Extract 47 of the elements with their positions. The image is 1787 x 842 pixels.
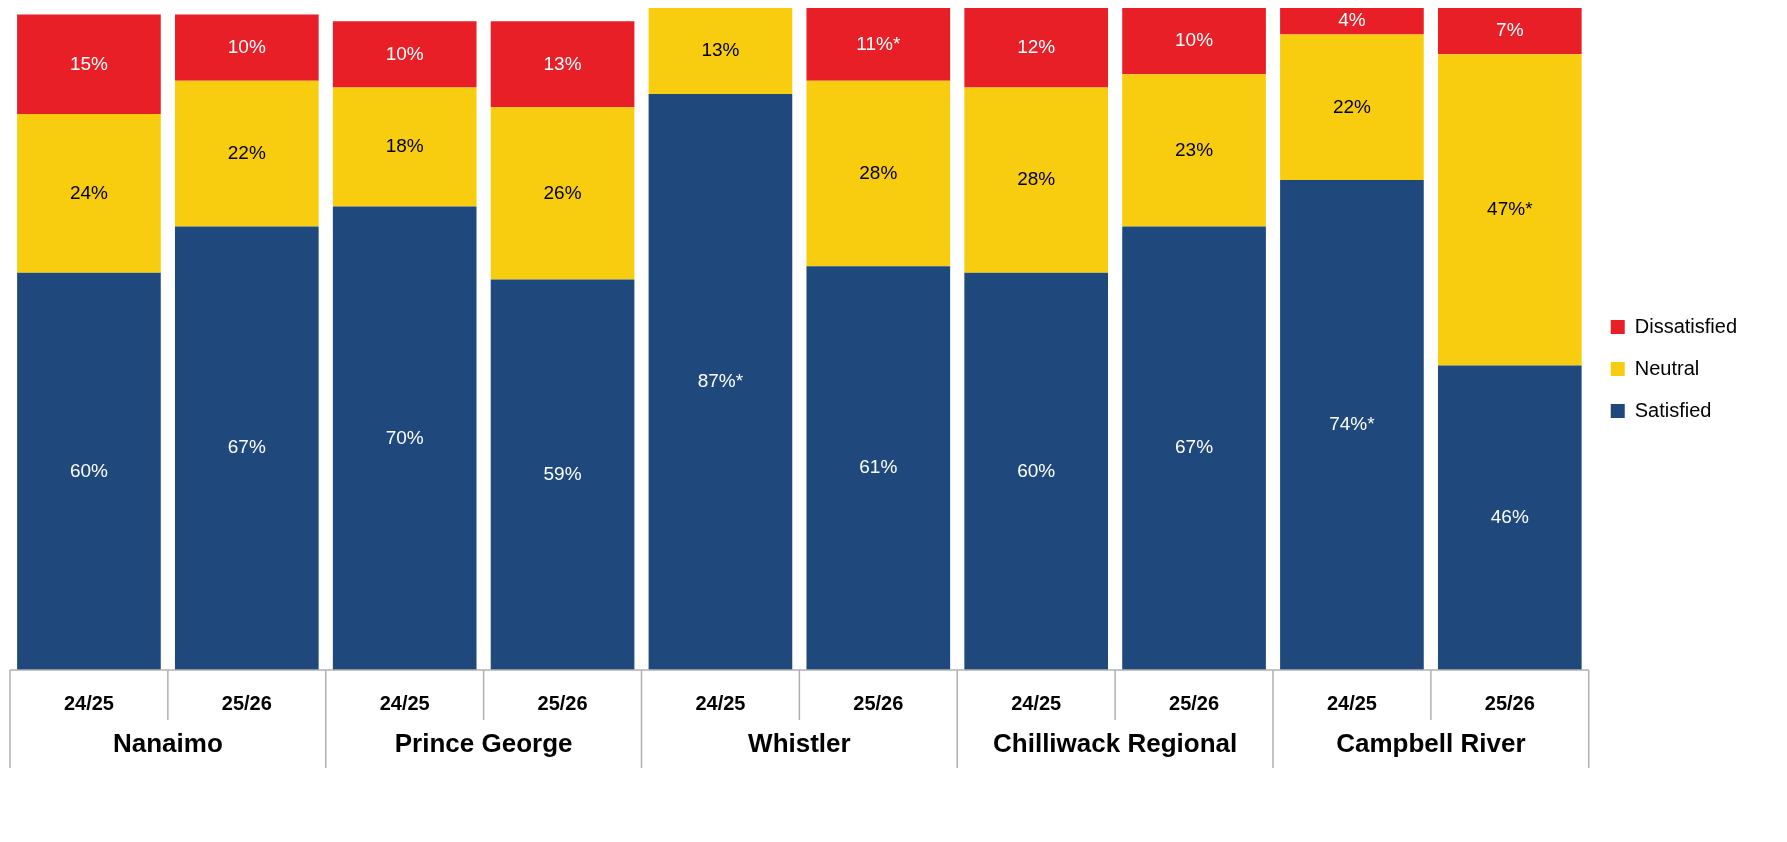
legend-label: Dissatisfied [1634, 314, 1738, 337]
data-label: 61% [859, 456, 898, 478]
data-label: 22% [227, 141, 266, 163]
data-label: 10% [1175, 29, 1214, 51]
text: Chilliwack Regional [993, 728, 1238, 759]
x-tick-label: 25/26 [537, 691, 588, 714]
data-label: 15% [69, 52, 109, 74]
x-tick-label: 25/26 [853, 691, 904, 714]
x-tick-label: 24/25 [695, 691, 746, 714]
data-label: 46% [1490, 505, 1529, 527]
text: Nanaimo [112, 728, 223, 759]
data-label: 7% [1496, 19, 1524, 41]
data-label: 4% [1338, 9, 1366, 31]
data-label: 67% [1175, 436, 1214, 458]
legend-label: Satisfied [1634, 398, 1712, 421]
x-tick-label: 24/25 [379, 691, 430, 714]
text: Prince George [394, 728, 573, 759]
data-label: 67% [227, 436, 266, 458]
data-label: 87%* [697, 370, 744, 392]
x-tick-label: 24/25 [1011, 691, 1062, 714]
data-label: 12% [1017, 35, 1056, 57]
x-tick-label: 24/25 [63, 691, 114, 714]
text: Campbell River [1336, 728, 1526, 759]
legend-label: Neutral [1634, 356, 1700, 379]
data-label: 28% [1017, 168, 1056, 190]
data-label: 13% [543, 52, 582, 74]
x-tick-label: 25/26 [221, 691, 272, 714]
data-label: 28% [859, 161, 898, 183]
data-label: 11%* [856, 32, 901, 54]
data-label: 10% [385, 42, 424, 64]
x-tick-label: 24/25 [1326, 691, 1377, 714]
text: Whistler [748, 728, 851, 759]
data-label: 10% [227, 35, 266, 57]
data-label: 24% [69, 181, 109, 203]
data-label: 18% [385, 135, 424, 157]
data-label: 60% [1017, 459, 1056, 481]
data-label: 13% [701, 39, 740, 61]
x-tick-label: 25/26 [1169, 691, 1220, 714]
data-label: 59% [543, 462, 582, 484]
data-label: 47%* [1487, 198, 1534, 220]
x-tick-label: 25/26 [1484, 691, 1535, 714]
data-label: 23% [1175, 138, 1214, 160]
data-label: 74%* [1329, 413, 1376, 435]
data-label: 60% [69, 459, 109, 481]
data-label: 70% [385, 426, 424, 448]
data-label: 22% [1332, 95, 1372, 117]
data-label: 26% [543, 181, 582, 203]
